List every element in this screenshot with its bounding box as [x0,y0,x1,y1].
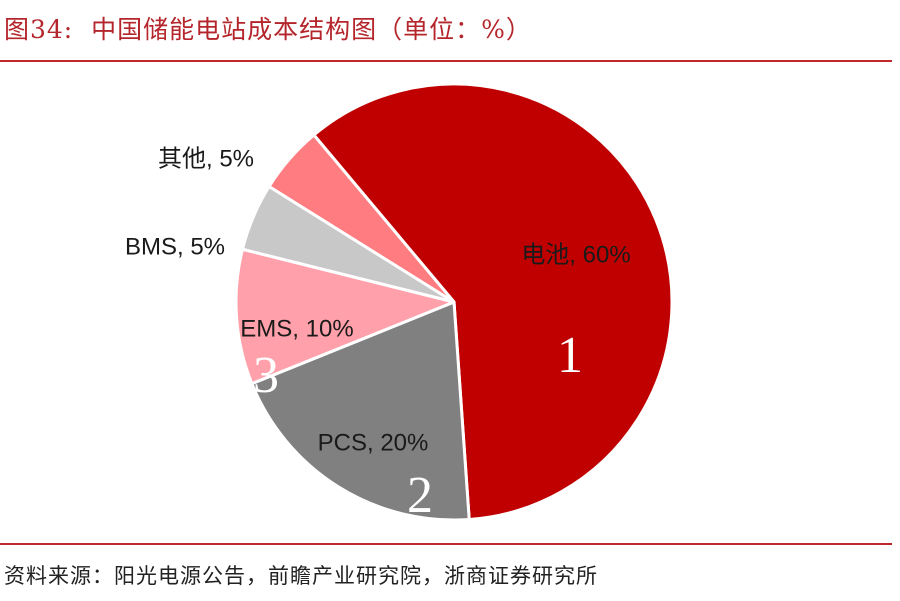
pie-slice-ems [234,247,456,386]
source-divider [0,543,892,545]
figure-title: 图34: 中国储能电站成本结构图（单位：%） [4,15,532,44]
data-label-bms: BMS, 5% [125,233,225,260]
source-note: 资料来源：阳光电源公告，前瞻产业研究院，浙商证券研究所 [4,564,598,588]
pie-slice-other [267,133,456,304]
title-divider [0,60,892,62]
data-label-pcs: PCS, 20% [318,429,429,456]
pie-slice-battery [312,82,674,521]
pie-slice-pcs [250,300,471,522]
slice-marker-ems: 3 [253,347,279,404]
slice-marker-pcs: 2 [407,467,433,524]
data-label-battery: 电池, 60% [521,241,630,268]
data-label-other: 其他, 5% [158,145,254,172]
data-label-ems: EMS, 10% [240,315,353,342]
slice-marker-battery: 1 [557,327,583,384]
